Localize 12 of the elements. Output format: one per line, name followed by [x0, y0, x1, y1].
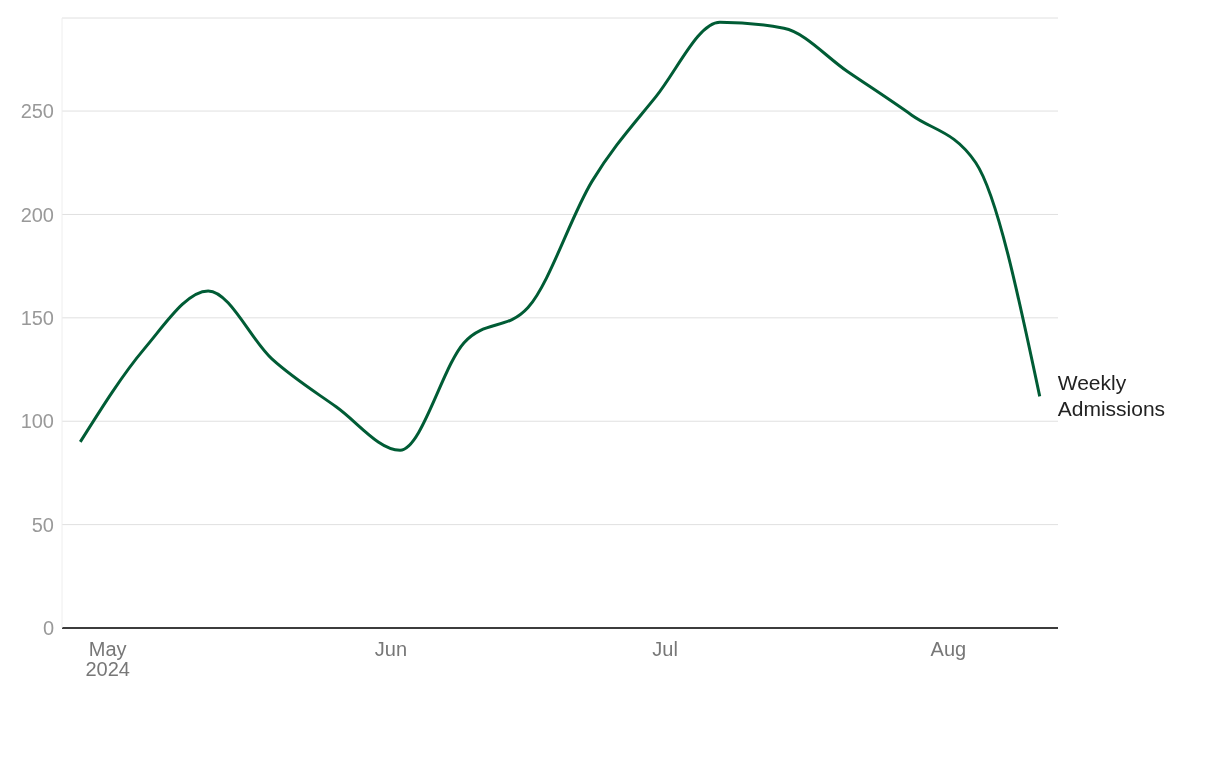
x-tick-label: Jun [374, 638, 408, 661]
y-tick-label: 0 [42, 617, 54, 640]
y-tick-label: 200 [20, 203, 54, 226]
y-tick-label: 50 [31, 513, 54, 536]
x-tick-label: Jul [652, 638, 678, 661]
y-tick-label: 100 [20, 410, 54, 433]
y-tick-label: 250 [20, 100, 54, 123]
x-tick-label: May 2024 [85, 638, 130, 681]
line-series [78, 20, 1042, 452]
x-tick-label: Aug [930, 638, 967, 661]
series-label: Weekly Admissions [1057, 371, 1166, 421]
y-tick-label: 150 [20, 306, 54, 329]
